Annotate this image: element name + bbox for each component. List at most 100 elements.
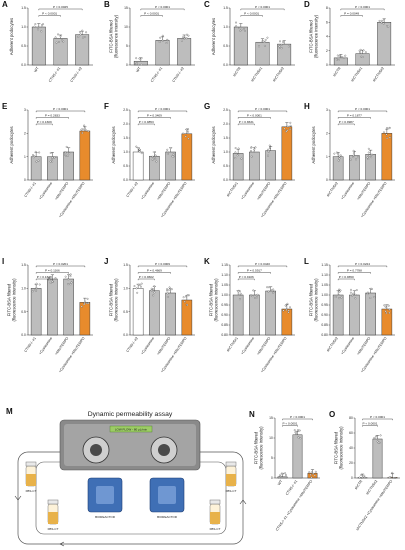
y-tick-label: 1.00 <box>321 293 328 297</box>
data-point <box>170 288 173 291</box>
data-point <box>384 305 387 308</box>
bar <box>249 294 260 336</box>
data-point <box>66 154 69 157</box>
data-point <box>297 436 300 439</box>
data-point <box>384 310 387 313</box>
y-tick-label: 3 <box>24 108 26 112</box>
bar <box>149 290 160 336</box>
data-point <box>370 287 373 290</box>
x-tick-label: +Cysteamine <box>140 336 155 355</box>
x-tick-label: CTNS-/- #1 <box>150 66 163 83</box>
y-tick-label: 2.5 <box>123 108 128 112</box>
significance-bracket <box>237 117 271 119</box>
data-point <box>286 125 289 128</box>
data-point <box>350 291 352 294</box>
panel-k: K 0.80 0.85 0.90 0.95 1.00 1.05 1.10 1.15 FITC-BS… <box>204 257 295 373</box>
data-point <box>172 153 175 156</box>
data-point <box>85 31 87 34</box>
y-tick-label: 1.15 <box>321 263 328 267</box>
data-point <box>310 476 313 479</box>
bar <box>155 40 170 66</box>
panel-o: O 0 20 40 60 80 FITC-BSA filtered (fluorescence… <box>329 410 400 531</box>
data-point <box>84 127 86 130</box>
data-point <box>154 154 157 157</box>
bar <box>292 434 303 479</box>
data-point <box>359 51 362 54</box>
y-tick-label: 1.5 <box>21 6 26 10</box>
data-point <box>51 156 54 159</box>
data-point <box>289 128 291 130</box>
data-point <box>352 292 355 295</box>
y-axis-label: (fluorescence intensity) <box>313 14 318 58</box>
data-point <box>152 288 155 291</box>
y-tick-label: 0.0 <box>21 333 26 337</box>
data-point <box>137 64 140 66</box>
y-tick-label: 0.5 <box>223 164 228 168</box>
data-point <box>237 147 240 150</box>
y-axis-label: (fluorescence intensity) <box>213 278 218 322</box>
data-point <box>168 286 171 289</box>
data-point <box>282 41 285 43</box>
x-tick-label: shCTNS#1 <box>350 66 363 82</box>
data-point <box>48 279 51 281</box>
y-tick-label: 0.0 <box>223 63 228 67</box>
x-tick-label: shCTNS#1 <box>226 336 239 352</box>
p-value: P < 0.0001 <box>247 114 262 118</box>
p-value: P < 0.0001 <box>144 12 159 16</box>
y-tick-label: 0.80 <box>321 333 328 337</box>
significance-bracket <box>35 123 53 126</box>
y-tick-label: 4 <box>326 35 328 39</box>
data-point <box>285 308 288 311</box>
data-point <box>267 148 270 151</box>
data-point <box>377 441 380 444</box>
p-value: P < 0.0001 <box>42 12 57 16</box>
data-point <box>41 26 44 28</box>
y-tick-label: 20 <box>349 461 353 465</box>
p-value: P = 0.2833 <box>45 114 60 118</box>
data-point <box>313 474 316 477</box>
data-point <box>140 152 143 155</box>
data-point <box>383 304 386 307</box>
data-point <box>133 285 136 288</box>
significance-bracket <box>35 272 69 274</box>
bar <box>365 292 376 336</box>
y-tick-label: 1.10 <box>221 273 228 277</box>
data-point <box>166 148 169 151</box>
data-point <box>186 129 189 132</box>
p-value: P = 0.9602 <box>139 275 154 279</box>
panel-letter: L <box>304 257 309 266</box>
significance-bracket <box>137 272 171 274</box>
significance-bracket <box>337 123 355 126</box>
data-point <box>299 437 302 440</box>
data-point <box>238 27 241 30</box>
data-point <box>341 56 343 58</box>
data-point <box>182 36 184 39</box>
data-point <box>140 285 142 288</box>
data-point <box>279 47 282 49</box>
p-value: P = 0.1609 <box>37 120 52 124</box>
data-point <box>335 58 338 61</box>
data-point <box>349 158 352 161</box>
y-axis-label: FITC-BSA filtered <box>309 20 314 53</box>
y-tick-label: 2 <box>326 131 328 135</box>
data-point <box>64 152 67 154</box>
data-point <box>364 477 366 479</box>
y-tick-label: 40 <box>349 446 353 450</box>
data-point <box>65 155 67 157</box>
pump-rotor-left <box>90 444 102 456</box>
y-tick-label: 0.85 <box>321 323 328 327</box>
data-point <box>367 291 369 294</box>
y-axis-label: FITC-BSA filtered <box>109 283 114 316</box>
data-point <box>254 297 257 299</box>
panel-letter: N <box>249 410 255 419</box>
y-tick-label: 1.0 <box>21 25 26 29</box>
p-value: P = 0.0224 <box>355 262 370 266</box>
x-tick-label: +MitoTEMPO <box>54 181 70 201</box>
y-tick-label: 80 <box>349 416 353 420</box>
data-point <box>240 157 243 160</box>
x-tick-label: shCTNS#2 <box>372 66 385 82</box>
data-point <box>394 477 396 479</box>
y-tick-label: 60 <box>349 431 353 435</box>
data-point <box>280 44 283 46</box>
